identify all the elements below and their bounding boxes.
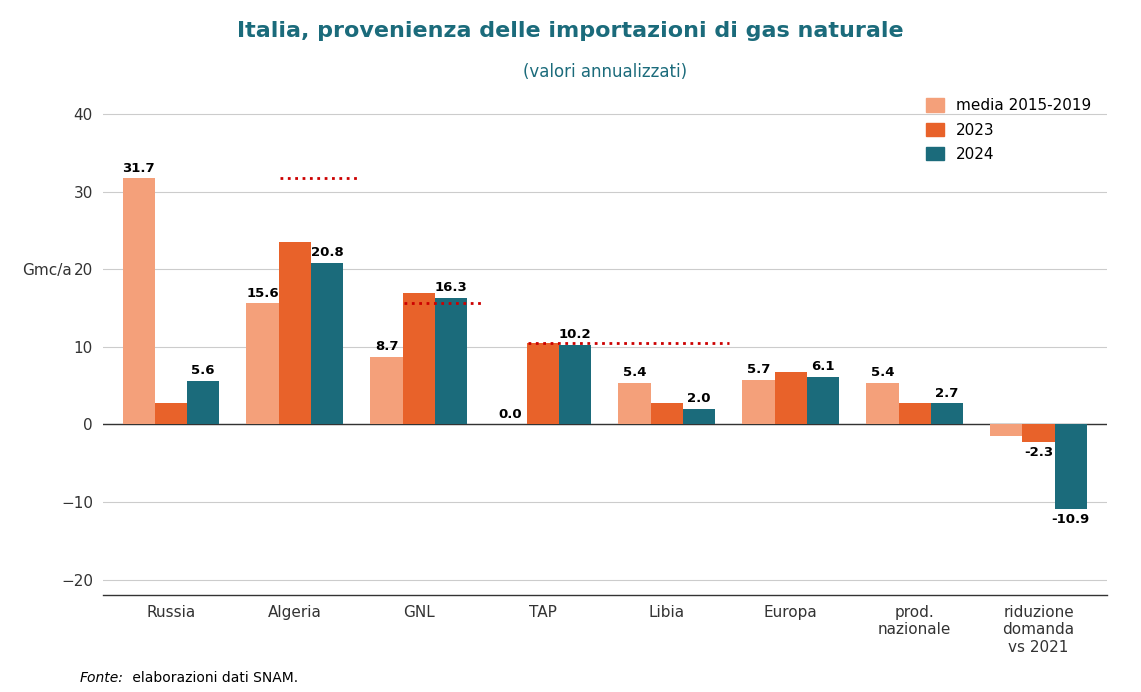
- Bar: [898, 403, 931, 424]
- Bar: [435, 298, 467, 424]
- Bar: [1054, 424, 1087, 509]
- Bar: [122, 179, 155, 424]
- Bar: [931, 403, 963, 424]
- Text: 20.8: 20.8: [310, 246, 343, 260]
- Text: Fonte:: Fonte:: [80, 671, 123, 685]
- Text: 15.6: 15.6: [246, 286, 278, 300]
- Bar: [866, 383, 898, 424]
- Text: 6.1: 6.1: [811, 361, 835, 373]
- Bar: [682, 409, 715, 424]
- Bar: [743, 380, 775, 424]
- Text: 8.7: 8.7: [374, 340, 398, 353]
- Text: -2.3: -2.3: [1023, 446, 1053, 459]
- Y-axis label: Gmc/a: Gmc/a: [23, 263, 72, 277]
- Text: 2.7: 2.7: [936, 387, 958, 399]
- Text: 5.6: 5.6: [192, 364, 215, 377]
- Bar: [155, 403, 187, 424]
- Bar: [527, 343, 559, 424]
- Bar: [1022, 424, 1054, 442]
- Bar: [278, 242, 311, 424]
- Bar: [559, 345, 591, 424]
- Text: 2.0: 2.0: [687, 392, 711, 405]
- Bar: [775, 372, 807, 424]
- Bar: [650, 403, 682, 424]
- Text: 5.7: 5.7: [746, 363, 770, 376]
- Text: 5.4: 5.4: [623, 365, 646, 379]
- Bar: [371, 357, 403, 424]
- Legend: media 2015-2019, 2023, 2024: media 2015-2019, 2023, 2024: [919, 91, 1099, 170]
- Text: 10.2: 10.2: [559, 329, 591, 341]
- Bar: [403, 293, 435, 424]
- Text: 31.7: 31.7: [122, 162, 155, 174]
- Bar: [246, 303, 278, 424]
- Bar: [187, 381, 219, 424]
- Bar: [807, 377, 839, 424]
- Text: Italia, provenienza delle importazioni di gas naturale: Italia, provenienza delle importazioni d…: [237, 21, 904, 41]
- Text: elaborazioni dati SNAM.: elaborazioni dati SNAM.: [128, 671, 298, 685]
- Bar: [618, 383, 650, 424]
- Bar: [311, 263, 343, 424]
- Text: 16.3: 16.3: [435, 281, 468, 294]
- Text: 0.0: 0.0: [499, 408, 523, 421]
- Text: 5.4: 5.4: [871, 365, 895, 379]
- Title: (valori annualizzati): (valori annualizzati): [523, 64, 687, 82]
- Text: -10.9: -10.9: [1052, 513, 1090, 526]
- Bar: [990, 424, 1022, 436]
